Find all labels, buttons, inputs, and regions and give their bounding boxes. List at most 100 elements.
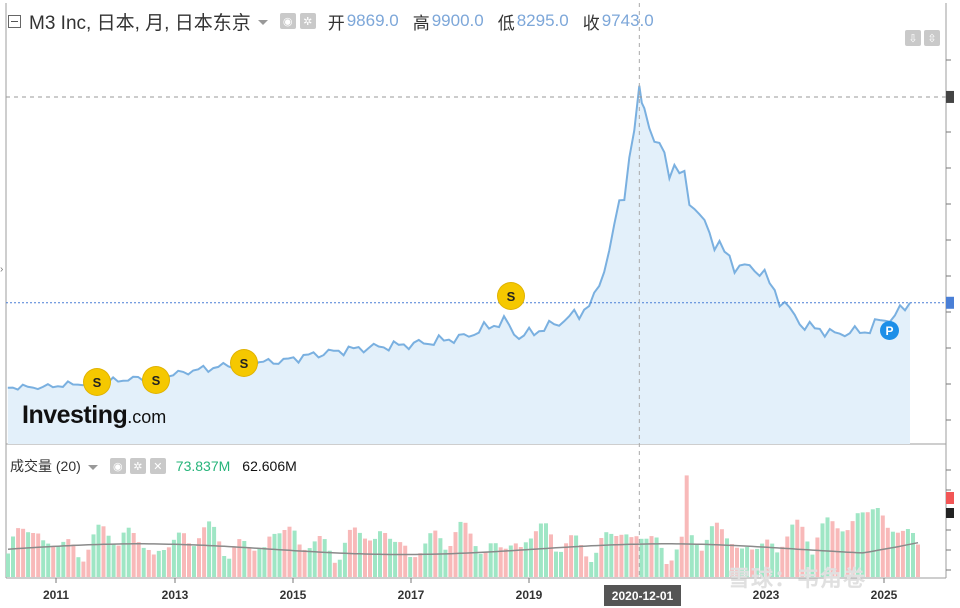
volume-bar — [508, 545, 513, 577]
chart-title: M3 Inc, 日本, 月, 日本东京 — [29, 12, 251, 34]
volume-bar — [197, 538, 201, 577]
volume-bar — [6, 553, 10, 577]
move-down-icon[interactable]: ⇩ — [905, 30, 921, 46]
split-marker[interactable]: S — [231, 350, 257, 376]
volume-bar — [337, 559, 342, 577]
volume-bar — [468, 533, 473, 577]
volume-bar — [870, 509, 875, 577]
volume-bar — [730, 544, 734, 577]
volume-bar — [719, 529, 724, 577]
volume-bar — [639, 538, 644, 577]
volume-bar — [458, 521, 463, 577]
eye-icon[interactable]: ◉ — [279, 13, 296, 29]
volume-bar — [146, 550, 151, 577]
volume-bar — [161, 550, 166, 577]
x-tick-label: 2011 — [42, 588, 70, 602]
volume-bar — [91, 534, 96, 577]
volume-bar — [825, 517, 830, 577]
volume-bar — [408, 557, 413, 577]
volume-bar — [302, 549, 307, 577]
volume-bar — [569, 535, 574, 577]
xueqiu-watermark: 雪球：韦角卷 — [728, 566, 867, 591]
volume-ma-tag — [946, 508, 954, 518]
volume-bar — [242, 541, 247, 577]
volume-bar — [312, 541, 317, 577]
volume-bar — [518, 547, 523, 577]
volume-bar — [21, 528, 26, 577]
x-tick-label: 2025 — [870, 588, 898, 602]
volume-bar — [775, 552, 780, 577]
volume-bar — [297, 544, 302, 577]
volume-bar — [614, 536, 619, 577]
volume-bar — [559, 551, 563, 577]
x-tick-label: 2013 — [161, 588, 189, 602]
x-tick-label: 2023 — [752, 588, 780, 602]
crosshair-date-label: 2020-12-01 — [604, 585, 681, 606]
volume-bar — [131, 533, 136, 577]
volume-bar — [574, 535, 579, 577]
volume-bar — [533, 531, 538, 577]
collapse-toggle-button[interactable] — [8, 14, 21, 28]
volume-bar — [373, 538, 377, 577]
volume-bar — [96, 524, 101, 577]
split-marker[interactable]: S — [143, 367, 169, 393]
volume-bar — [840, 531, 845, 577]
volume-bar — [217, 541, 222, 577]
volume-bar — [503, 548, 508, 577]
volume-bar — [192, 546, 196, 577]
low-value: 8295.0 — [516, 11, 569, 30]
open-value: 9869.0 — [346, 11, 399, 30]
volume-bar — [905, 529, 910, 577]
volume-bar — [187, 543, 191, 577]
volume-bar — [513, 543, 518, 577]
chevron-down-icon[interactable] — [87, 464, 98, 470]
split-marker[interactable]: S — [84, 369, 110, 395]
volume-bar — [644, 538, 649, 577]
close-value: 9743.0 — [601, 11, 654, 30]
chevron-down-icon[interactable] — [257, 19, 268, 25]
volume-bar — [624, 534, 629, 577]
volume-bar — [51, 546, 56, 577]
gear-icon[interactable]: ✲ — [299, 13, 316, 29]
volume-bar — [76, 557, 81, 577]
volume-bar — [860, 512, 865, 577]
volume-bar — [287, 526, 292, 577]
volume-bar — [262, 547, 267, 577]
close-icon[interactable]: ✕ — [149, 458, 166, 474]
volume-bar — [438, 538, 443, 577]
volume-bar — [916, 544, 920, 577]
eye-icon[interactable]: ◉ — [109, 458, 126, 474]
volume-bar — [56, 546, 61, 577]
volume-bar — [740, 548, 744, 577]
volume-bar — [850, 521, 855, 577]
volume-bar — [156, 550, 161, 577]
volume-bar — [126, 527, 131, 577]
split-marker[interactable]: S — [498, 283, 524, 309]
volume-bar — [478, 553, 483, 577]
left-scroll-handle[interactable]: › — [0, 264, 4, 275]
volume-bar — [16, 528, 21, 577]
volume-bar — [745, 547, 750, 577]
volume-bar — [237, 539, 242, 577]
gear-icon[interactable]: ✲ — [129, 458, 146, 474]
volume-bar — [252, 550, 257, 577]
volume-bar — [202, 527, 207, 577]
volume-bar — [815, 537, 820, 577]
volume-bar — [453, 532, 458, 577]
resize-icon[interactable]: ⇳ — [924, 30, 940, 46]
pivot-marker[interactable]: P — [880, 321, 899, 340]
volume-bar — [182, 533, 186, 577]
current-price-tag — [946, 296, 954, 309]
volume-bar — [151, 554, 156, 577]
volume-bar — [66, 539, 71, 577]
volume-bar — [247, 547, 252, 577]
volume-bar — [141, 547, 146, 577]
volume-label: 成交量 (20) — [10, 458, 81, 474]
volume-bar — [292, 530, 297, 577]
volume-bar — [61, 541, 66, 577]
volume-bar — [830, 521, 835, 577]
volume-bar — [307, 548, 312, 577]
investing-logo: Investing.com — [22, 401, 166, 430]
investing-logo-text: Investing — [22, 401, 128, 429]
